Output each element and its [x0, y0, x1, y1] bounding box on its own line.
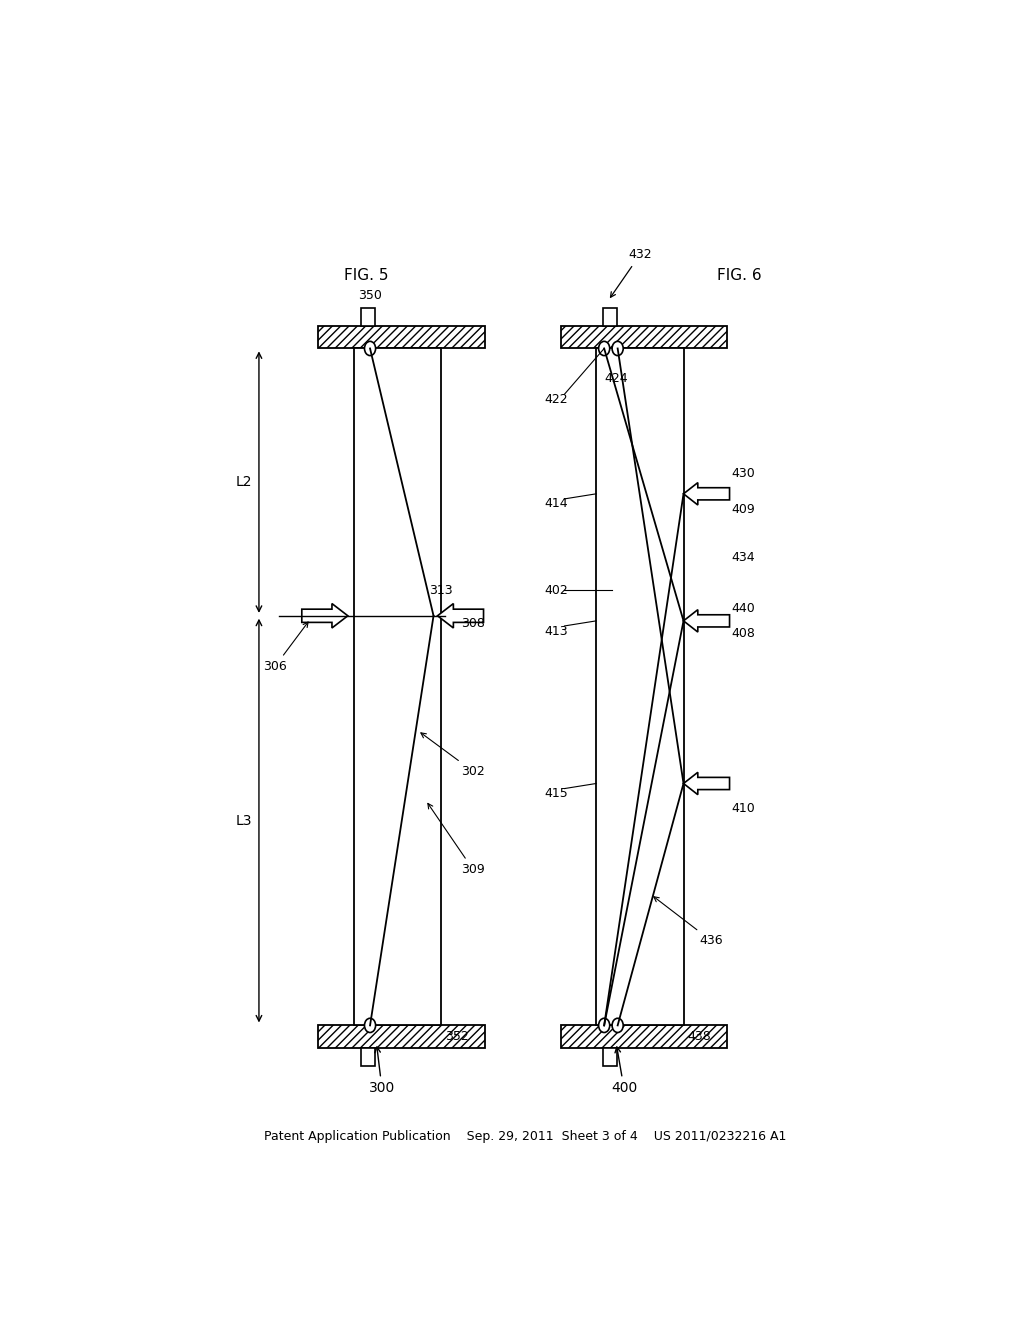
Text: L3: L3 [237, 813, 253, 828]
Text: 313: 313 [430, 583, 454, 597]
Circle shape [599, 1018, 609, 1032]
Text: L2: L2 [237, 475, 253, 490]
Polygon shape [302, 603, 348, 628]
Polygon shape [684, 483, 729, 506]
Text: FIG. 6: FIG. 6 [717, 268, 762, 282]
Bar [318, 326, 485, 348]
Bar [596, 348, 684, 1026]
Text: 352: 352 [445, 1030, 469, 1043]
Bar [354, 348, 441, 1026]
Polygon shape [437, 603, 483, 628]
Bar [360, 308, 375, 326]
Text: 408: 408 [731, 627, 755, 640]
Text: 308: 308 [462, 618, 485, 631]
Circle shape [365, 342, 376, 355]
Bar [318, 1026, 485, 1048]
Polygon shape [684, 772, 729, 795]
Polygon shape [684, 610, 729, 632]
Bar [360, 1048, 375, 1067]
Text: 422: 422 [545, 393, 568, 405]
Text: 414: 414 [545, 498, 568, 511]
Bar [602, 1048, 616, 1067]
Text: 413: 413 [545, 624, 568, 638]
Text: 440: 440 [731, 602, 755, 615]
Text: 309: 309 [428, 804, 485, 876]
Circle shape [612, 1018, 624, 1032]
Text: 436: 436 [653, 896, 723, 948]
Text: 302: 302 [421, 733, 485, 777]
Text: 424: 424 [604, 372, 628, 385]
Text: FIG. 5: FIG. 5 [344, 268, 388, 282]
Text: 409: 409 [731, 503, 755, 516]
Circle shape [599, 342, 609, 355]
Text: Patent Application Publication    Sep. 29, 2011  Sheet 3 of 4    US 2011/0232216: Patent Application Publication Sep. 29, … [263, 1130, 786, 1143]
Bar [560, 1026, 727, 1048]
Circle shape [365, 1018, 376, 1032]
Text: 438: 438 [687, 1030, 712, 1043]
Bar [560, 326, 727, 348]
Circle shape [612, 342, 624, 355]
Bar [602, 308, 616, 326]
Text: 430: 430 [731, 467, 755, 480]
Text: 402: 402 [545, 583, 568, 597]
Text: 415: 415 [545, 787, 568, 800]
Text: 410: 410 [731, 803, 755, 816]
Text: 306: 306 [263, 622, 308, 673]
Text: 400: 400 [611, 1047, 637, 1096]
Text: 432: 432 [610, 248, 651, 297]
Text: 300: 300 [369, 1047, 395, 1096]
Text: 350: 350 [358, 289, 382, 302]
Text: 434: 434 [731, 550, 755, 564]
